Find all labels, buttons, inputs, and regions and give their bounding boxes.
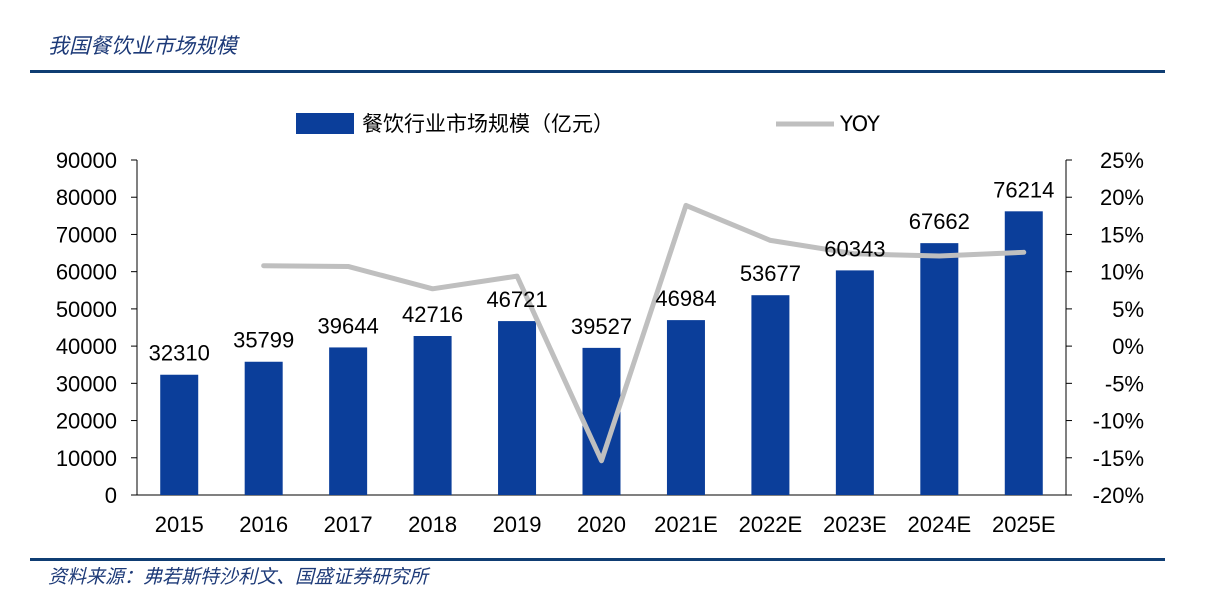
yoy-line-group [261, 202, 1027, 464]
legend-bar-swatch [296, 113, 354, 134]
page-title: 我国餐饮业市场规模 [48, 34, 237, 58]
x-axis-labels: 2015 2016 2017 2018 2019 2020 2021E 2022E 2023E 2… [155, 512, 1056, 537]
bar [244, 361, 283, 495]
legend-line-label: YOY [839, 112, 880, 136]
yoy-line [261, 202, 1027, 464]
bar-value-label: 46984 [655, 286, 716, 311]
bar-value-label: 42716 [402, 302, 463, 327]
bar-value-label: 53677 [740, 261, 801, 286]
right-tick-label: -15% [1093, 446, 1144, 471]
right-tick-label: -20% [1093, 483, 1144, 508]
x-tick-label: 2021E [654, 512, 718, 537]
left-tick-label: 90000 [56, 148, 117, 173]
bar [329, 347, 368, 495]
bar-value-label: 60343 [824, 236, 885, 261]
right-tick-label: 20% [1100, 185, 1144, 210]
left-tick-label: 40000 [56, 334, 117, 359]
bar-value-label: 39527 [571, 314, 632, 339]
bar [835, 270, 874, 495]
x-tick-label: 2025E [992, 512, 1056, 537]
left-axis-ticks: 0 10000 20000 30000 40000 50000 60000 70000 8000… [56, 148, 137, 508]
x-tick-label: 2018 [408, 512, 457, 537]
right-tick-label: 10% [1100, 260, 1144, 285]
bar [160, 374, 199, 495]
bar [413, 336, 452, 495]
x-tick-label: 2016 [239, 512, 288, 537]
legend: 餐饮行业市场规模（亿元） YOY [296, 112, 880, 136]
left-tick-label: 30000 [56, 371, 117, 396]
bar-value-label: 32310 [149, 341, 210, 366]
bar-value-label: 76214 [993, 177, 1054, 202]
right-tick-label: 5% [1112, 297, 1144, 322]
bar-data-labels: 32310 35799 39644 42716 46721 39527 46984 53677… [149, 177, 1055, 365]
bar [751, 295, 790, 495]
x-tick-label: 2015 [155, 512, 204, 537]
left-tick-label: 50000 [56, 297, 117, 322]
header-rule [30, 70, 1165, 73]
x-tick-label: 2022E [739, 512, 803, 537]
bar [920, 243, 959, 495]
bar [498, 321, 537, 495]
right-tick-label: 25% [1100, 148, 1144, 173]
x-tick-label: 2023E [823, 512, 887, 537]
bar [1004, 211, 1043, 495]
right-tick-label: -5% [1105, 371, 1144, 396]
x-tick-label: 2020 [577, 512, 626, 537]
chart: 餐饮行业市场规模（亿元） YOY 0 10000 20000 30000 40000 50… [56, 112, 1144, 537]
right-tick-label: 15% [1100, 222, 1144, 247]
source-note: 资料来源：弗若斯特沙利文、国盛证券研究所 [48, 566, 429, 588]
left-tick-label: 60000 [56, 260, 117, 285]
right-axis-ticks: -20% -15% -10% -5% 0% 5% 10% 15% 20% 25% [1066, 148, 1144, 508]
bar-value-label: 67662 [909, 209, 970, 234]
legend-bar-label: 餐饮行业市场规模（亿元） [362, 112, 614, 136]
left-tick-label: 20000 [56, 409, 117, 434]
left-tick-label: 80000 [56, 185, 117, 210]
x-tick-label: 2017 [324, 512, 373, 537]
left-tick-label: 70000 [56, 222, 117, 247]
bar-value-label: 46721 [486, 287, 547, 312]
x-tick-label: 2024E [908, 512, 972, 537]
x-tick-label: 2019 [493, 512, 542, 537]
left-tick-label: 0 [105, 483, 117, 508]
bar-value-label: 39644 [318, 313, 379, 338]
bar-value-label: 35799 [233, 328, 294, 353]
bar [666, 320, 705, 495]
right-tick-label: -10% [1093, 409, 1144, 434]
right-tick-label: 0% [1112, 334, 1144, 359]
footer-rule [30, 558, 1165, 561]
left-tick-label: 10000 [56, 446, 117, 471]
